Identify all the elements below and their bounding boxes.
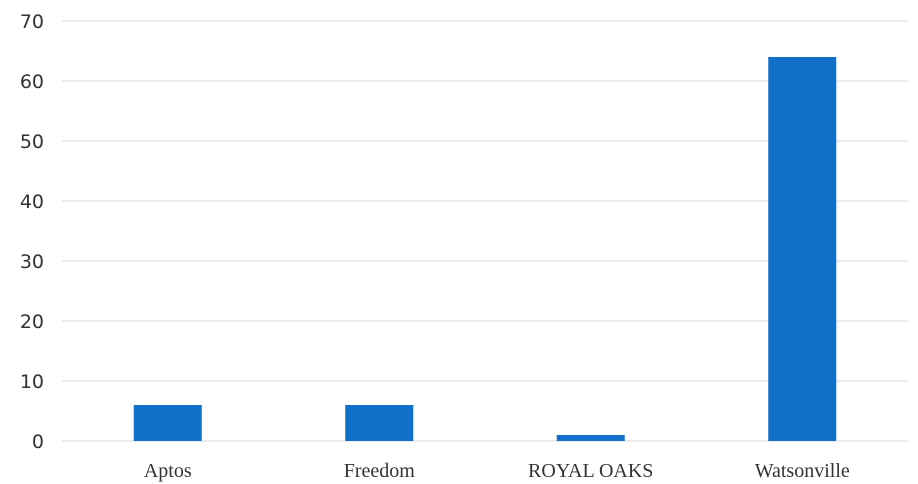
x-axis-tick-labels: Aptos Freedom ROYAL OAKS Watsonville: [144, 460, 850, 482]
gridlines: [62, 20, 908, 442]
bar-aptos: [133, 405, 202, 441]
y-tick-label: 70: [20, 11, 44, 33]
x-tick-label: Watsonville: [755, 460, 850, 482]
y-tick-label: 30: [20, 251, 44, 273]
y-tick-label: 60: [20, 71, 44, 93]
bar-royal-oaks: [556, 435, 625, 441]
bars: [133, 57, 837, 441]
x-tick-label: Aptos: [144, 460, 192, 482]
bar-freedom: [345, 405, 414, 441]
y-tick-label: 0: [32, 431, 44, 453]
y-tick-label: 10: [20, 371, 44, 393]
y-tick-label: 20: [20, 311, 44, 333]
y-axis-tick-labels: 0 10 20 30 40 50 60 70: [20, 11, 44, 453]
bar-watsonville: [768, 57, 837, 441]
y-tick-label: 50: [20, 131, 44, 153]
y-tick-label: 40: [20, 191, 44, 213]
x-tick-label: ROYAL OAKS: [528, 460, 653, 482]
x-tick-label: Freedom: [344, 460, 416, 482]
